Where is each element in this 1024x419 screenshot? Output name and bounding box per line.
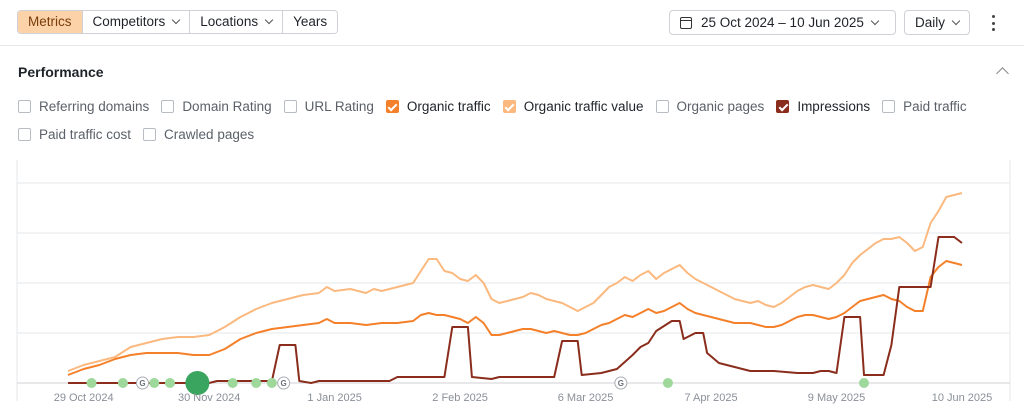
chevron-up-icon[interactable] [996,67,1009,80]
series-line-organic-traffic-value [67,192,963,372]
checkbox[interactable] [385,100,399,113]
checkbox[interactable] [143,128,157,141]
x-tick-label: 7 Apr 2025 [684,392,737,404]
tab-metrics[interactable]: Metrics [18,11,83,33]
event-dot[interactable] [149,378,160,388]
checkbox[interactable] [18,128,31,141]
checkbox[interactable] [776,100,790,113]
checkbox[interactable] [655,100,669,113]
interval-select[interactable]: Daily [904,10,970,35]
google-update-label: G [139,379,145,388]
checkbox[interactable] [161,100,175,113]
x-tick-label: 6 Mar 2025 [558,392,614,404]
x-tick-label: 9 May 2025 [808,392,865,404]
series-line-organic-traffic [67,260,963,376]
event-dot[interactable] [251,378,262,388]
metric-impressions[interactable]: Impressions [776,99,870,114]
calendar-icon [680,16,692,29]
event-dot[interactable] [227,378,238,388]
toolbar: Metrics Competitors Locations Years 25 O… [0,0,1024,46]
event-dot[interactable] [164,378,175,388]
interval-label: Daily [915,15,946,30]
chevron-down-icon [870,16,880,25]
metric-url-rating[interactable]: URL Rating [283,99,374,114]
x-tick-label: 2 Feb 2025 [432,392,488,404]
chevron-down-icon [172,15,181,25]
performance-chart[interactable]: G G G 29 Oct 2024 30 Nov 2024 1 Jan 2025 2 Feb… [0,160,1024,419]
checkbox[interactable] [283,100,297,113]
x-tick-label: 29 Oct 2024 [54,392,114,404]
metric-checkbox-row-1: Referring domains Domain Rating URL Rati… [18,99,979,114]
google-update-label: G [618,379,624,388]
checkbox[interactable] [882,100,896,113]
x-tick-label: 30 Nov 2024 [178,392,240,404]
date-range-picker[interactable]: 25 Oct 2024 – 10 Jun 2025 [669,10,896,35]
checkbox[interactable] [18,100,31,113]
x-tick-label: 1 Jan 2025 [307,392,361,404]
tab-years[interactable]: Years [283,11,338,33]
metric-paid-traffic-cost[interactable]: Paid traffic cost [18,127,131,142]
metric-organic-traffic[interactable]: Organic traffic [385,99,491,114]
checkbox[interactable] [502,100,516,113]
metric-checkbox-row-2: Paid traffic cost Crawled pages [18,127,266,142]
google-update-icon[interactable] [614,376,628,390]
date-range-label: 25 Oct 2024 – 10 Jun 2025 [701,15,864,30]
chevron-down-icon [264,15,274,25]
view-tabs: Metrics Competitors Locations Years [17,10,339,34]
event-dot[interactable] [266,378,277,388]
metric-organic-pages[interactable]: Organic pages [655,99,764,114]
metric-domain-rating[interactable]: Domain Rating [161,99,272,114]
chevron-down-icon [951,16,961,25]
tab-locations[interactable]: Locations [190,11,284,33]
event-dot-large[interactable] [185,371,210,395]
more-options-icon[interactable] [992,15,996,31]
google-update-label: G [281,379,287,388]
google-update-icon[interactable] [277,376,291,390]
metric-organic-traffic-value[interactable]: Organic traffic value [502,99,644,114]
event-dot[interactable] [117,378,128,388]
event-dot[interactable] [662,378,673,388]
event-dot[interactable] [86,378,97,388]
tab-competitors[interactable]: Competitors [82,11,191,33]
metric-referring-domains[interactable]: Referring domains [18,99,149,114]
metric-paid-traffic[interactable]: Paid traffic [882,99,967,114]
section-title: Performance [18,64,104,80]
event-dot[interactable] [858,378,869,388]
x-tick-label: 10 Jun 2025 [932,392,993,404]
google-update-icon[interactable] [136,376,149,390]
metric-crawled-pages[interactable]: Crawled pages [143,127,254,142]
series-line-impressions [68,236,963,384]
